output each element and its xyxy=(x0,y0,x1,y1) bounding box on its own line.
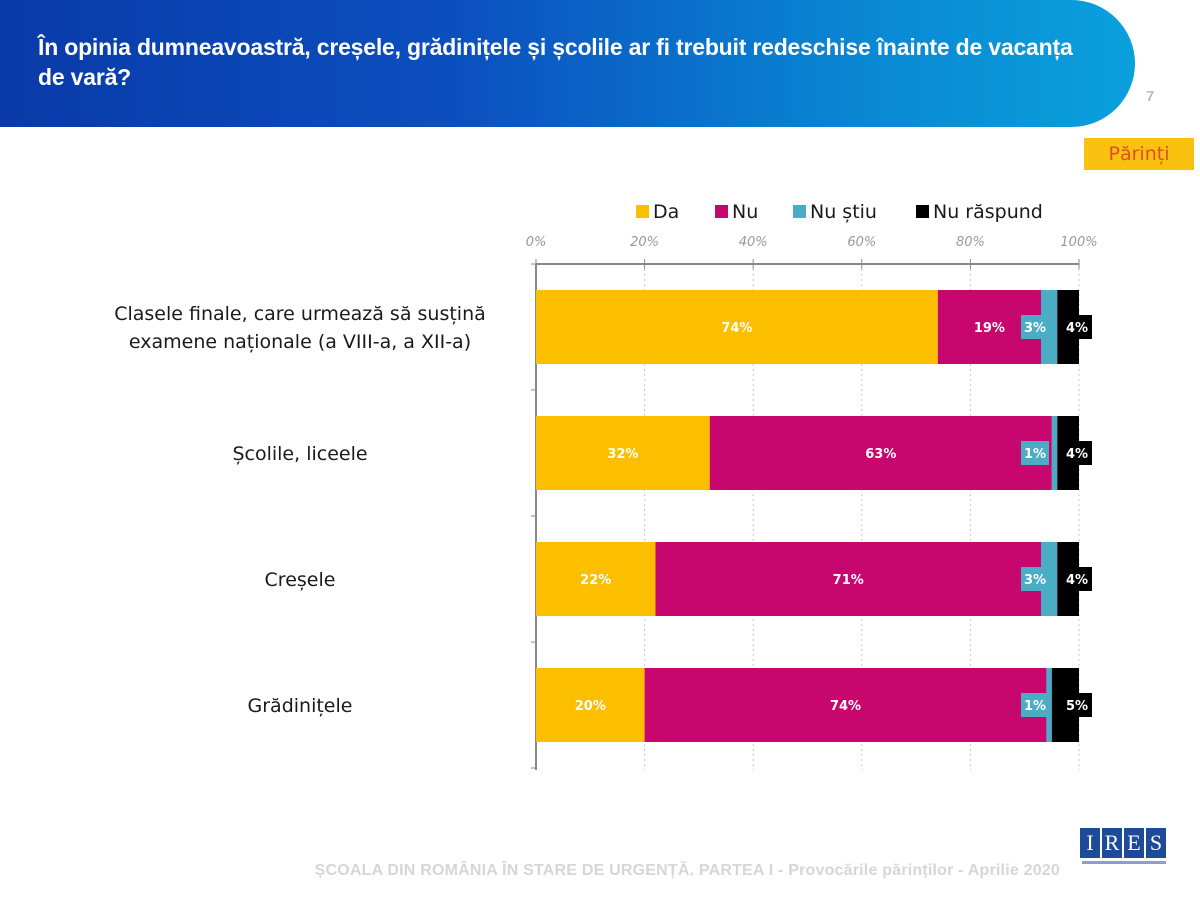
bar-segment xyxy=(536,668,645,742)
data-label: 5% xyxy=(1066,699,1088,714)
logo-letter: I xyxy=(1080,828,1100,858)
bar-segment xyxy=(644,668,1047,742)
bar-segment xyxy=(536,416,710,490)
legend-label: Nu răspund xyxy=(933,201,1043,223)
logo-letter: E xyxy=(1124,828,1144,858)
data-label-box xyxy=(1062,315,1092,339)
data-label: 22% xyxy=(580,573,611,588)
bar-segment xyxy=(1040,542,1058,616)
x-tick-label: 60% xyxy=(847,235,876,250)
legend-swatch xyxy=(715,205,728,218)
data-label-box xyxy=(1021,315,1049,339)
bar-segment xyxy=(709,416,1052,490)
category-label: Școlile, liceele xyxy=(232,443,367,465)
data-label: 19% xyxy=(974,321,1005,336)
bar-segment xyxy=(1051,416,1058,490)
data-label-box xyxy=(1021,567,1049,591)
bar-segment xyxy=(536,542,656,616)
data-label: 20% xyxy=(575,699,606,714)
data-label: 4% xyxy=(1066,321,1088,336)
data-label-box xyxy=(1021,693,1049,717)
data-label: 3% xyxy=(1024,321,1046,336)
ires-logo: I R E S xyxy=(1080,828,1170,868)
x-tick-label: 80% xyxy=(956,235,985,250)
logo-letter: R xyxy=(1102,828,1122,858)
data-label: 4% xyxy=(1066,573,1088,588)
data-label: 1% xyxy=(1024,699,1046,714)
data-label: 63% xyxy=(865,447,896,462)
logo-letter: S xyxy=(1146,828,1166,858)
data-label: 74% xyxy=(721,321,752,336)
x-tick-label: 0% xyxy=(526,235,547,250)
data-label-box xyxy=(1062,693,1092,717)
legend-swatch xyxy=(916,205,929,218)
data-label-box xyxy=(1062,567,1092,591)
logo-underline xyxy=(1082,861,1166,864)
legend-swatch xyxy=(636,205,649,218)
x-tick-label: 100% xyxy=(1060,235,1097,250)
category-label: examene naționale (a VIII-a, a XII-a) xyxy=(129,331,471,353)
bar-segment xyxy=(1040,290,1058,364)
data-label: 32% xyxy=(607,447,638,462)
audience-badge: Părinți xyxy=(1084,138,1194,170)
category-label: Clasele finale, care urmează să susțină xyxy=(114,303,486,325)
data-label: 74% xyxy=(830,699,861,714)
x-tick-label: 20% xyxy=(630,235,659,250)
data-label: 3% xyxy=(1024,573,1046,588)
slide-title: În opinia dumneavoastră, creșele, grădin… xyxy=(38,34,1073,90)
data-label-box xyxy=(1062,441,1092,465)
bar-segment xyxy=(655,542,1041,616)
bar-segment xyxy=(536,290,938,364)
x-tick-label: 40% xyxy=(739,235,768,250)
data-label: 1% xyxy=(1024,447,1046,462)
category-label: Grădinițele xyxy=(248,695,353,717)
data-label-box xyxy=(1021,441,1049,465)
footer-text: ȘCOALA DIN ROMÂNIA ÎN STARE DE URGENȚĂ. … xyxy=(314,862,1060,879)
category-label: Creșele xyxy=(265,569,336,591)
legend-label: Nu xyxy=(732,201,758,223)
legend-swatch xyxy=(793,205,806,218)
page-number: 7 xyxy=(1146,88,1155,105)
header-banner xyxy=(0,0,1135,127)
legend-label: Nu știu xyxy=(810,201,877,223)
data-label: 4% xyxy=(1066,447,1088,462)
legend-label: Da xyxy=(653,201,679,223)
bar-segment xyxy=(1046,668,1052,742)
data-label: 71% xyxy=(833,573,864,588)
